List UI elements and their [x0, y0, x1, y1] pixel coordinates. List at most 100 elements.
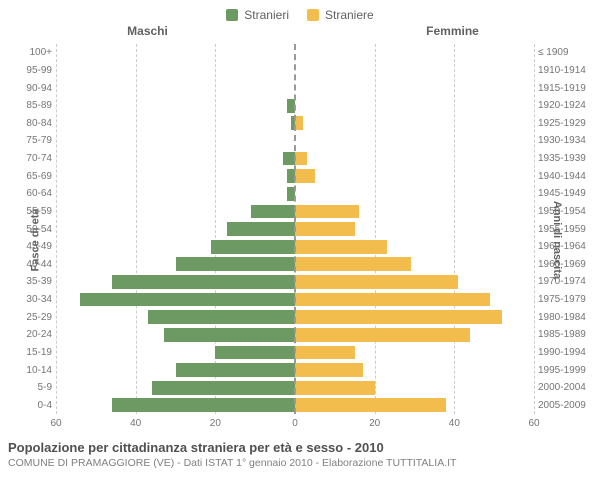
bar-female [295, 240, 387, 254]
chart-root: Stranieri Straniere Maschi Femmine Fasce… [0, 0, 600, 500]
bar-half-male [56, 344, 295, 362]
bar-half-male [56, 79, 295, 97]
bar-female [295, 346, 355, 360]
bar-half-female [295, 203, 534, 221]
legend-swatch-female [307, 9, 319, 21]
x-tick: 20 [210, 418, 221, 429]
age-label: 45-49 [18, 241, 52, 252]
age-label: 5-9 [18, 382, 52, 393]
bar-female [295, 116, 303, 130]
age-label: 50-54 [18, 224, 52, 235]
age-label: 30-34 [18, 294, 52, 305]
bar-half-male [56, 132, 295, 150]
birth-label: 1950-1954 [538, 206, 592, 217]
bar-male [152, 381, 295, 395]
gridline [534, 44, 535, 414]
legend-label-male: Stranieri [244, 8, 289, 22]
legend: Stranieri Straniere [0, 0, 600, 24]
age-label: 65-69 [18, 171, 52, 182]
x-tick: 60 [50, 418, 61, 429]
bar-half-female [295, 291, 534, 309]
bar-half-female [295, 344, 534, 362]
age-label: 15-19 [18, 347, 52, 358]
bar-half-female [295, 326, 534, 344]
bar-half-male [56, 220, 295, 238]
bar-female [295, 152, 307, 166]
birth-label: 2005-2009 [538, 400, 592, 411]
bar-half-male [56, 361, 295, 379]
birth-label: 1910-1914 [538, 65, 592, 76]
legend-item-male: Stranieri [226, 6, 289, 24]
x-tick: 20 [369, 418, 380, 429]
bar-female [295, 398, 446, 412]
bar-male [211, 240, 295, 254]
bar-half-male [56, 238, 295, 256]
birth-label: 1945-1949 [538, 188, 592, 199]
birth-label: ≤ 1909 [538, 47, 592, 58]
bar-female [295, 381, 375, 395]
bar-half-male [56, 273, 295, 291]
bar-half-female [295, 379, 534, 397]
bar-female [295, 363, 363, 377]
bar-male [251, 205, 295, 219]
bar-half-female [295, 97, 534, 115]
center-line [294, 44, 296, 414]
bar-female [295, 169, 315, 183]
age-label: 95-99 [18, 65, 52, 76]
footer-subtitle: COMUNE DI PRAMAGGIORE (VE) - Dati ISTAT … [8, 457, 592, 469]
birth-label: 1985-1989 [538, 329, 592, 340]
bar-male [112, 275, 295, 289]
birth-label: 1935-1939 [538, 153, 592, 164]
age-label: 20-24 [18, 329, 52, 340]
age-label: 100+ [18, 47, 52, 58]
bar-half-male [56, 203, 295, 221]
footer: Popolazione per cittadinanza straniera p… [0, 436, 600, 476]
age-label: 80-84 [18, 118, 52, 129]
bar-half-female [295, 273, 534, 291]
birth-label: 1990-1994 [538, 347, 592, 358]
header-female: Femmine [305, 24, 600, 38]
bar-female [295, 293, 490, 307]
bar-male [176, 363, 296, 377]
bar-female [295, 257, 411, 271]
birth-label: 1940-1944 [538, 171, 592, 182]
bar-male [176, 257, 296, 271]
bar-half-male [56, 256, 295, 274]
bar-half-female [295, 220, 534, 238]
bar-male [112, 398, 295, 412]
bar-half-female [295, 167, 534, 185]
age-label: 10-14 [18, 365, 52, 376]
birth-label: 1965-1969 [538, 259, 592, 270]
age-label: 70-74 [18, 153, 52, 164]
bar-male [227, 222, 295, 236]
birth-label: 1915-1919 [538, 83, 592, 94]
birth-label: 1980-1984 [538, 312, 592, 323]
bar-half-male [56, 379, 295, 397]
bar-female [295, 275, 458, 289]
birth-label: 1995-1999 [538, 365, 592, 376]
bar-half-female [295, 256, 534, 274]
bar-half-male [56, 44, 295, 62]
bar-half-female [295, 185, 534, 203]
bar-half-female [295, 361, 534, 379]
bar-half-male [56, 150, 295, 168]
bar-male [148, 310, 295, 324]
bar-half-male [56, 115, 295, 133]
bar-female [295, 222, 355, 236]
bar-female [295, 328, 470, 342]
bar-half-female [295, 115, 534, 133]
birth-label: 1930-1934 [538, 135, 592, 146]
header-male: Maschi [0, 24, 295, 38]
bar-half-female [295, 150, 534, 168]
legend-item-female: Straniere [307, 6, 374, 24]
birth-label: 1925-1929 [538, 118, 592, 129]
age-label: 90-94 [18, 83, 52, 94]
bar-half-male [56, 397, 295, 415]
chart-area: Fasce di età Anni di nascita 100+≤ 19099… [0, 44, 600, 436]
bar-half-male [56, 62, 295, 80]
x-tick: 40 [449, 418, 460, 429]
birth-label: 1960-1964 [538, 241, 592, 252]
x-tick: 40 [130, 418, 141, 429]
birth-label: 1920-1924 [538, 100, 592, 111]
age-label: 0-4 [18, 400, 52, 411]
